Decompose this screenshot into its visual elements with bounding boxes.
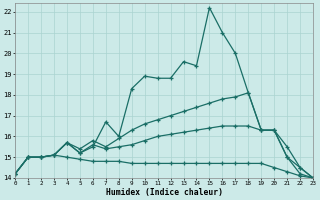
X-axis label: Humidex (Indice chaleur): Humidex (Indice chaleur): [106, 188, 223, 197]
